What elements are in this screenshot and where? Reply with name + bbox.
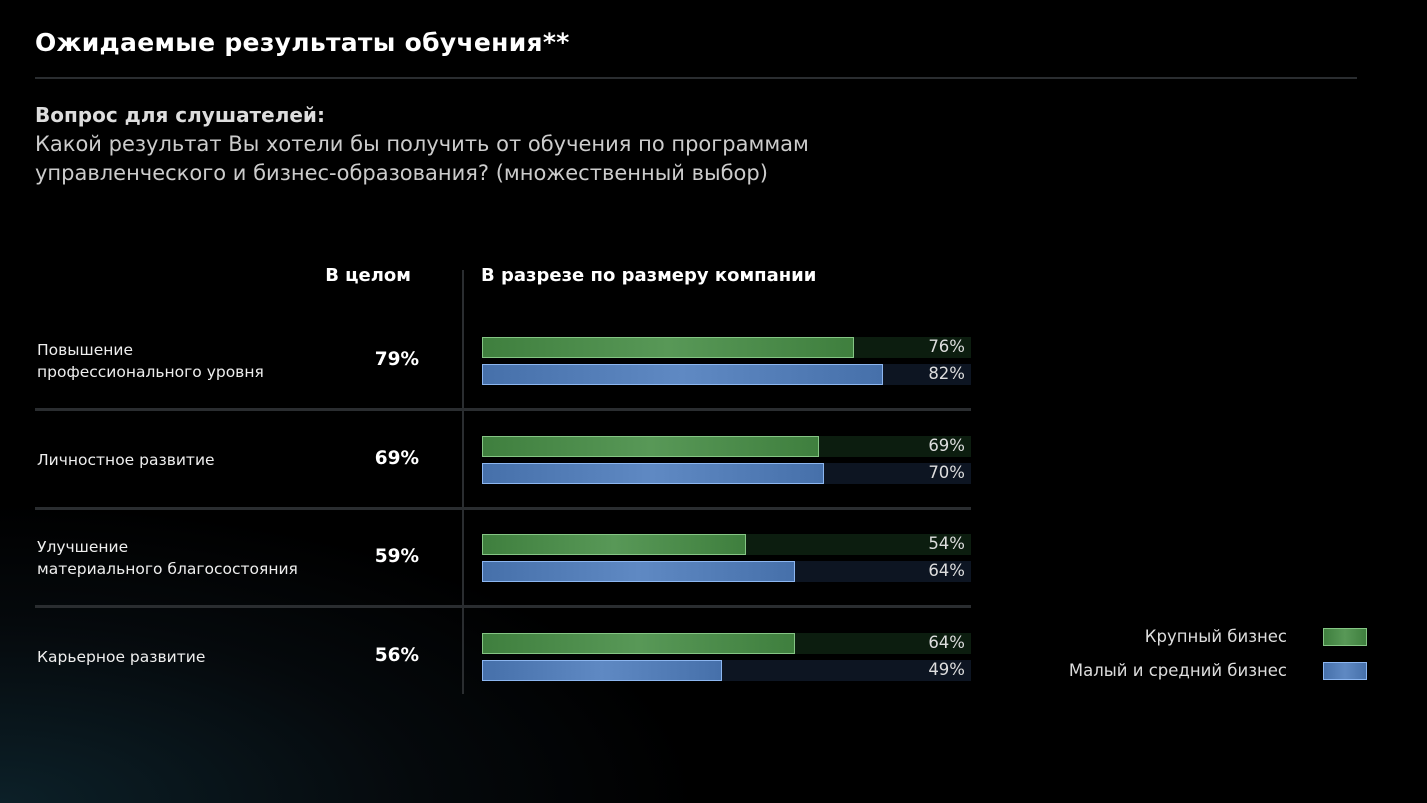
value-label: 64%: [928, 632, 965, 652]
category-label: Личностное развитие: [37, 450, 215, 469]
bar: [482, 435, 820, 457]
value-label: 70%: [928, 462, 965, 482]
divider: [35, 77, 1357, 79]
row-separator: [35, 605, 971, 608]
legend-swatch: [1323, 662, 1367, 680]
overall-value: 79%: [374, 349, 419, 370]
overall-header: В целом: [325, 265, 411, 286]
question-label: Вопрос для слушателей:: [35, 103, 325, 127]
category-label: Повышение профессионального уровня: [37, 341, 264, 381]
bar: [482, 561, 795, 582]
category-label: Улучшение материального благосостояния: [37, 538, 298, 578]
bar: [482, 659, 722, 681]
row-separator: [35, 506, 971, 510]
question-text: Какой результат Вы хотели бы получить от…: [35, 132, 809, 185]
overall-value: 59%: [374, 546, 419, 567]
bar: [482, 364, 883, 385]
value-label: 82%: [928, 364, 965, 383]
bar: [482, 462, 825, 484]
legend-label: Малый и средний бизнес: [1068, 661, 1287, 680]
value-label: 64%: [928, 561, 965, 580]
value-label: 49%: [928, 659, 965, 679]
title: Ожидаемые результаты обучения**: [35, 28, 570, 57]
category-label: Карьерное развитие: [37, 647, 206, 666]
overall-value: 56%: [374, 644, 419, 666]
bar: [482, 337, 854, 358]
value-label: 54%: [928, 534, 965, 553]
breakdown-header: В разрезе по размеру компании: [481, 265, 817, 286]
legend-swatch: [1323, 628, 1367, 646]
value-label: 69%: [928, 435, 965, 455]
vertical-divider: [462, 270, 464, 694]
row-separator: [35, 408, 971, 411]
value-label: 76%: [928, 337, 965, 356]
legend-label: Крупный бизнес: [1144, 627, 1287, 646]
bar: [482, 632, 795, 654]
bar: [482, 534, 747, 555]
overall-value: 69%: [374, 447, 419, 469]
